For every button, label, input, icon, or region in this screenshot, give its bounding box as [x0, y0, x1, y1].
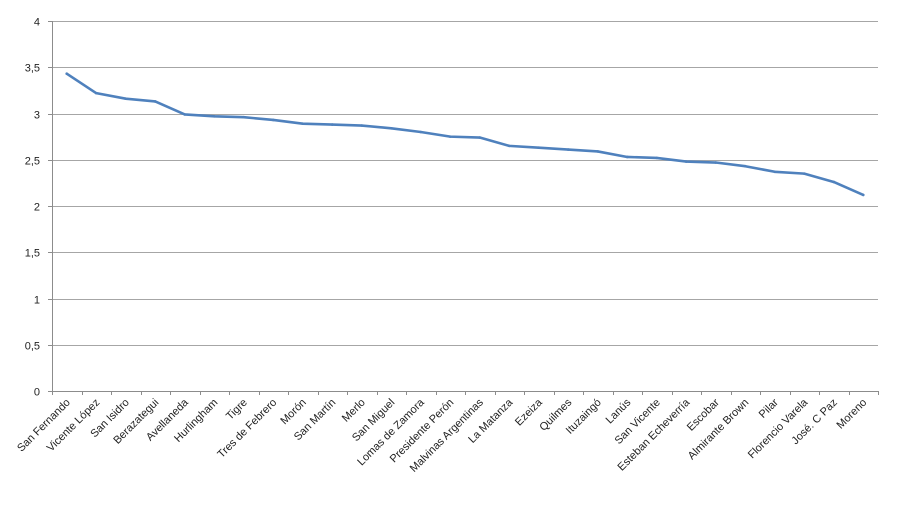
y-tick-label: 2: [34, 202, 40, 214]
y-tick-label: 1: [34, 295, 40, 307]
data-point: [832, 180, 836, 184]
data-point: [655, 156, 659, 160]
y-axis-tick-labels: 0 0,5 1 1,5 2 2,5 3 3,5 4: [25, 17, 40, 399]
data-point: [301, 122, 305, 125]
data-point: [478, 136, 482, 139]
data-point: [419, 130, 423, 134]
y-tick-label: 3,5: [25, 63, 40, 75]
axes: [48, 21, 879, 395]
data-point: [153, 100, 157, 103]
data-point: [448, 135, 452, 138]
y-tick-label: 0,5: [25, 341, 40, 353]
data-point: [212, 114, 216, 118]
y-tick-label: 0: [34, 387, 40, 399]
y-tick-label: 1,5: [25, 248, 40, 260]
gridlines: [52, 21, 878, 346]
data-point: [743, 164, 747, 168]
y-tick-label: 4: [34, 17, 40, 29]
data-point: [242, 115, 246, 119]
data-point: [537, 146, 541, 150]
data-point: [271, 118, 275, 122]
data-point: [596, 150, 600, 153]
data-point: [566, 148, 570, 151]
x-tick-label: Tigre: [224, 397, 250, 423]
data-point: [94, 91, 98, 95]
data-point: [360, 124, 364, 127]
data-point: [507, 144, 511, 148]
x-tick-label: Pilar: [757, 396, 781, 420]
data-point: [684, 160, 688, 163]
data-point: [861, 193, 865, 197]
data-point: [802, 172, 806, 175]
data-point: [330, 123, 334, 126]
data-point: [714, 161, 718, 164]
data-point: [625, 155, 629, 159]
data-point: [65, 72, 69, 76]
y-tick-label: 3: [34, 110, 40, 122]
data-point: [183, 113, 187, 116]
x-tick-label: Moreno: [835, 397, 870, 432]
series: [65, 72, 865, 197]
series-line: [65, 72, 865, 197]
data-point: [389, 127, 393, 130]
data-point: [773, 170, 777, 174]
data-point: [124, 97, 128, 100]
x-tick-label: Merlo: [340, 397, 368, 425]
y-tick-label: 2,5: [25, 156, 40, 168]
